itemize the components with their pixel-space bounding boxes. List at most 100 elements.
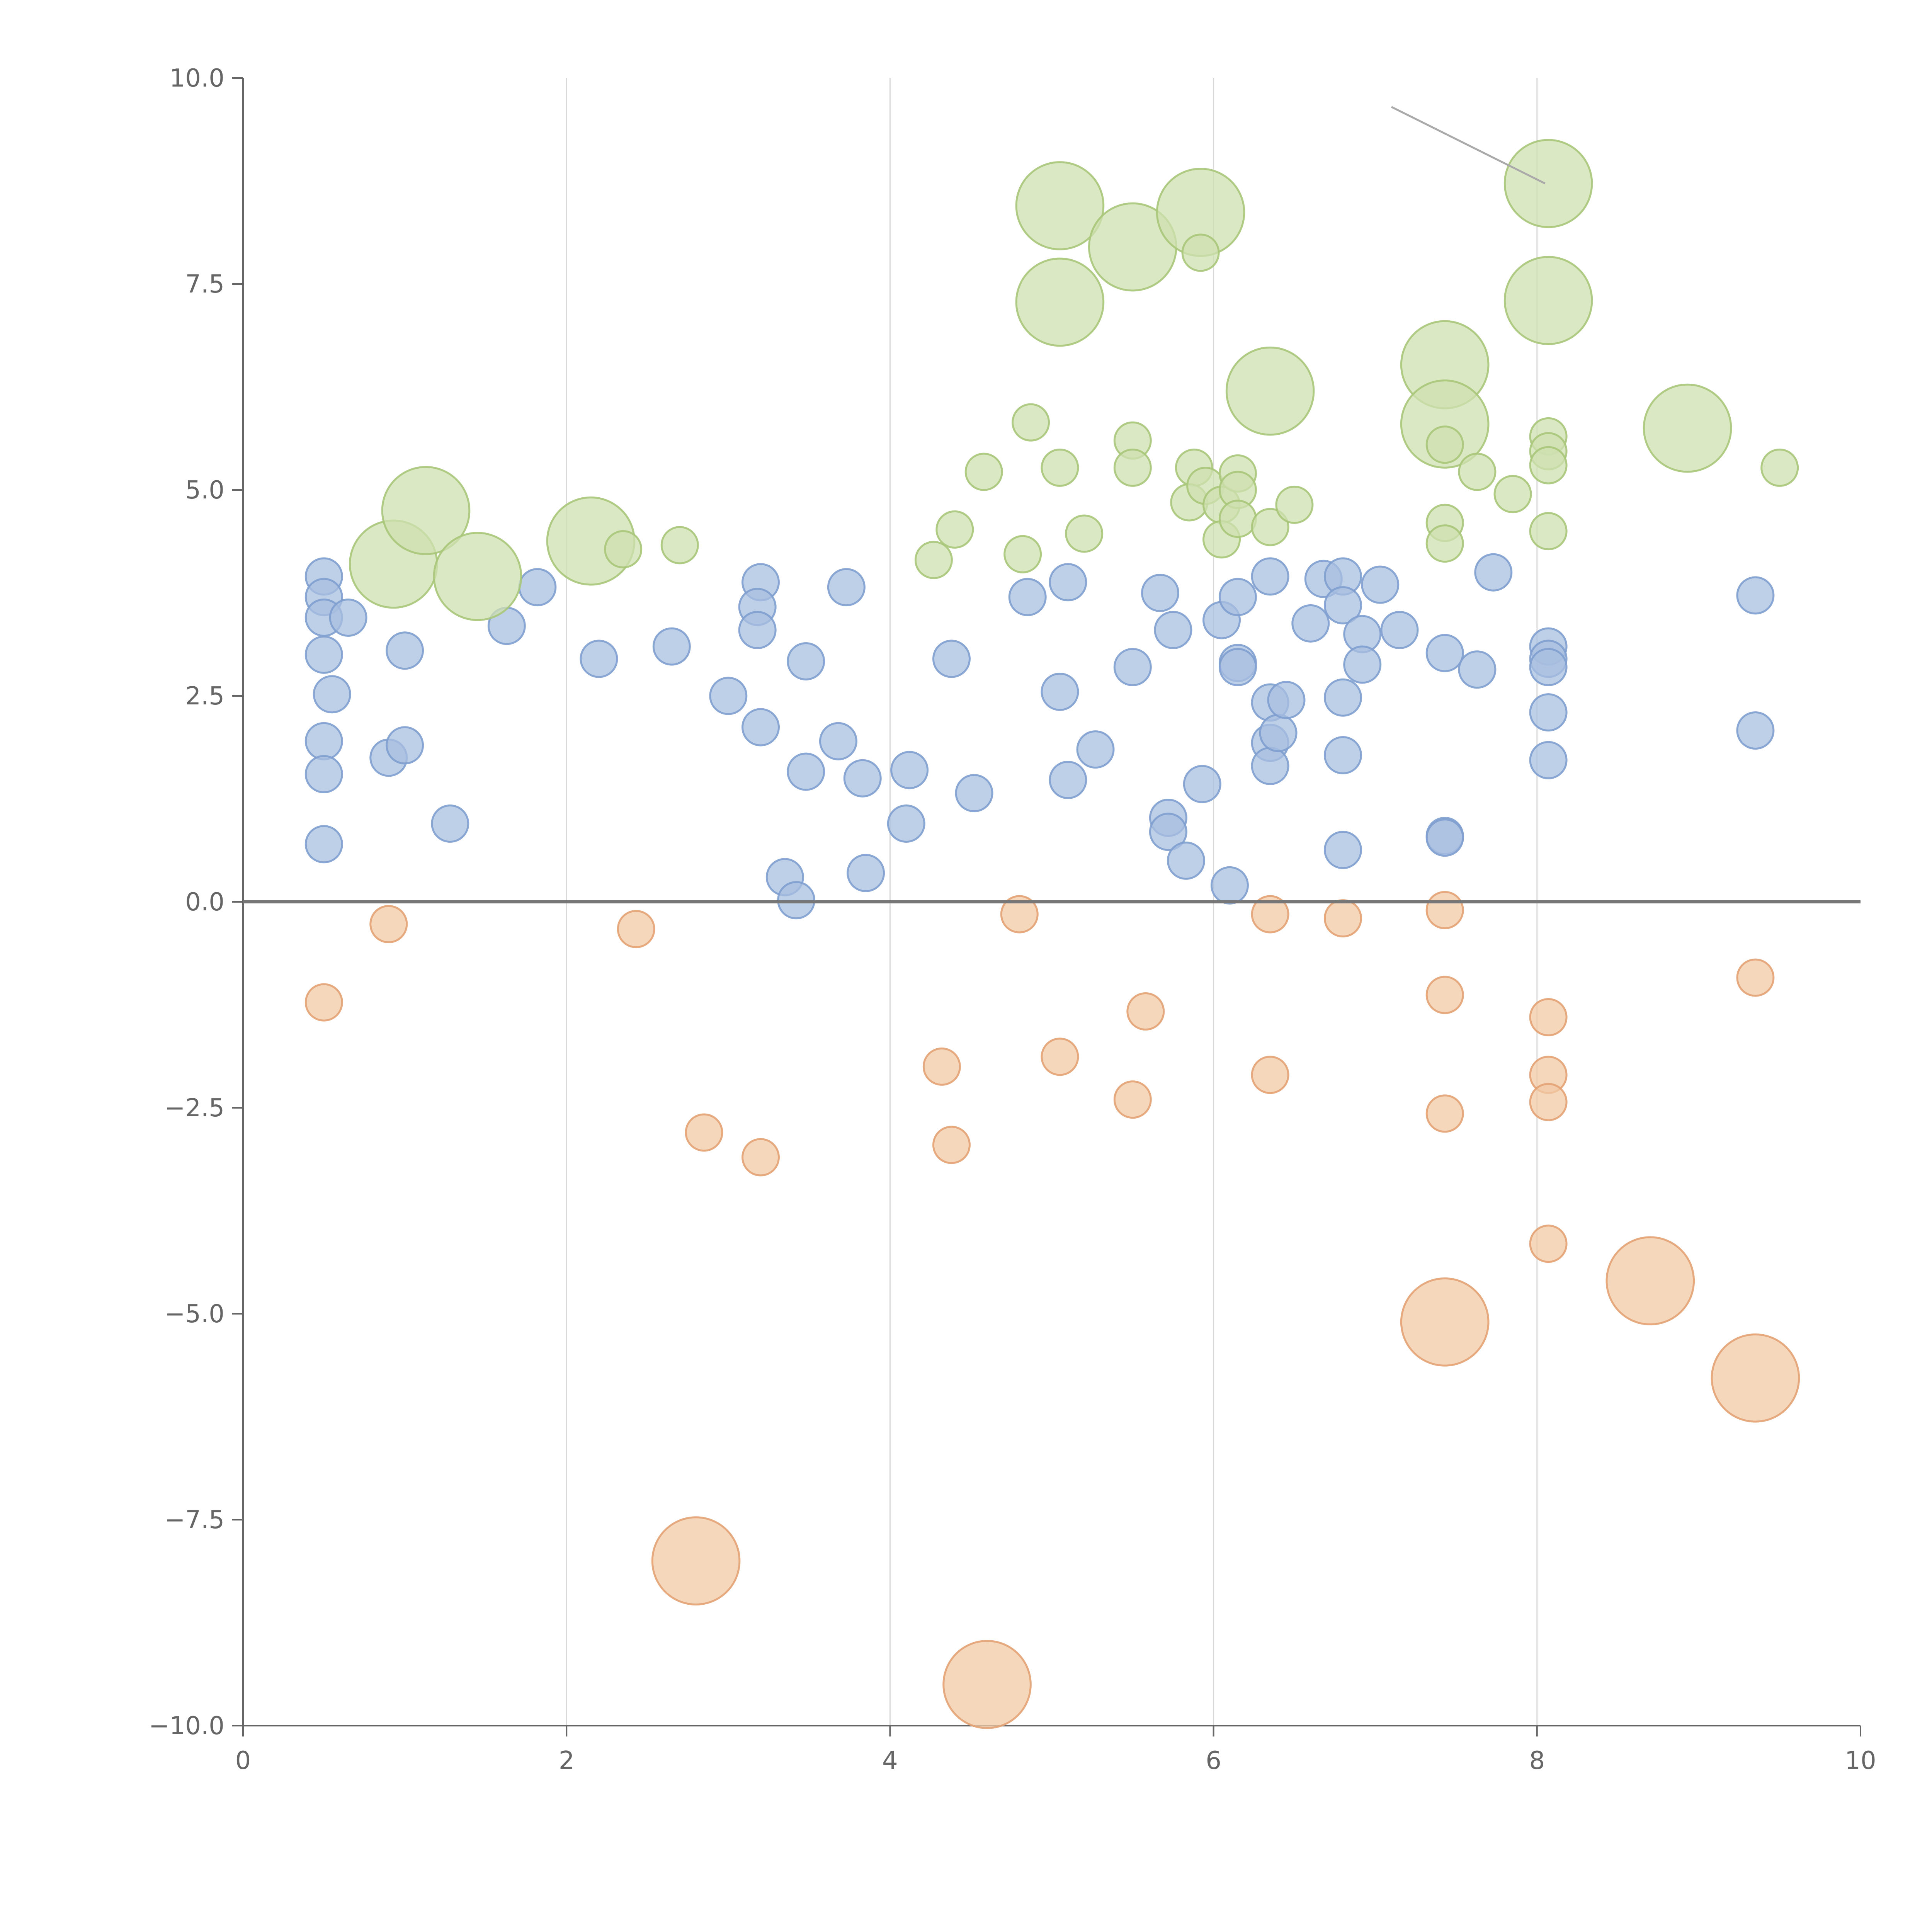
blue-bubble-29 xyxy=(847,854,885,892)
orange-bubble-11 xyxy=(1251,895,1289,934)
orange-bubble-19 xyxy=(1529,1083,1568,1121)
blue-bubble-77 xyxy=(1529,741,1568,779)
green-bubble-10 xyxy=(1012,403,1050,442)
orange-bubble-10 xyxy=(1126,992,1165,1031)
series-orange xyxy=(304,891,1800,1729)
x-tick-label-4: 8 xyxy=(1529,1747,1545,1775)
orange-bubble-15 xyxy=(1425,976,1464,1014)
blue-bubble-31 xyxy=(890,751,929,789)
series-green xyxy=(349,139,1799,621)
orange-bubble-26 xyxy=(1711,1333,1800,1423)
x-tick-label-1: 2 xyxy=(559,1747,575,1775)
blue-bubble-39 xyxy=(1113,648,1152,686)
green-bubble-28 xyxy=(1225,346,1315,436)
orange-bubble-22 xyxy=(651,1516,741,1605)
y-tick-label-4: 0.0 xyxy=(185,888,224,917)
tick-label-layer: 0 2 4 6 8 10 10.0 7.5 5.0 2.5 0.0 −2.5 −5.0 −7.5 −10.0 xyxy=(149,64,1876,1775)
orange-bubble-4 xyxy=(742,1138,780,1177)
y-tick-label-0: 10.0 xyxy=(170,64,225,93)
blue-bubble-8 xyxy=(304,825,343,864)
green-bubble-2 xyxy=(433,532,522,621)
x-tick-label-2: 4 xyxy=(882,1747,898,1775)
blue-bubble-79 xyxy=(1736,711,1775,750)
blue-bubble-28 xyxy=(843,759,882,798)
green-bubble-6 xyxy=(914,541,953,579)
green-bubble-39 xyxy=(1503,256,1593,345)
blue-bubble-7 xyxy=(304,755,343,794)
blue-bubble-30 xyxy=(887,804,925,843)
blue-bubble-66 xyxy=(1361,565,1400,604)
blue-bubble-65 xyxy=(1343,645,1382,684)
blue-bubble-12 xyxy=(431,804,469,843)
blue-bubble-49 xyxy=(1218,648,1257,686)
blue-bubble-21 xyxy=(742,708,780,747)
green-bubble-27 xyxy=(1218,500,1257,538)
x-tick-label-3: 6 xyxy=(1206,1747,1221,1775)
green-bubble-13 xyxy=(1041,448,1079,487)
orange-bubble-21 xyxy=(1736,958,1775,997)
blue-bubble-26 xyxy=(819,722,857,760)
green-bubble-30 xyxy=(1275,485,1314,524)
green-bubble-12 xyxy=(1015,257,1105,347)
blue-bubble-32 xyxy=(932,639,971,678)
blue-bubble-51 xyxy=(1251,557,1289,596)
green-bubble-9 xyxy=(1003,535,1042,573)
green-bubble-42 xyxy=(1529,446,1568,485)
blue-bubble-62 xyxy=(1323,736,1362,775)
orange-bubble-25 xyxy=(1605,1236,1695,1326)
blue-bubble-44 xyxy=(1167,841,1205,880)
marks-layer xyxy=(243,106,1861,1729)
blue-bubble-70 xyxy=(1425,818,1464,857)
orange-bubble-24 xyxy=(1400,1277,1490,1367)
blue-bubble-47 xyxy=(1218,578,1257,616)
blue-bubble-40 xyxy=(1141,574,1179,612)
blue-bubble-63 xyxy=(1323,831,1362,869)
annotation-leader-line-0 xyxy=(1391,106,1546,185)
blue-bubble-56 xyxy=(1267,681,1306,719)
y-tick-label-3: 2.5 xyxy=(185,682,224,711)
x-tick-label-0: 0 xyxy=(235,1747,251,1775)
y-tick-label-2: 5.0 xyxy=(185,476,224,505)
green-bubble-19 xyxy=(1181,233,1220,272)
orange-bubble-14 xyxy=(1425,891,1464,929)
green-bubble-29 xyxy=(1251,508,1289,546)
blue-bubble-57 xyxy=(1291,604,1330,643)
blue-bubble-43 xyxy=(1149,813,1187,851)
green-bubble-32 xyxy=(1400,379,1490,469)
blue-bubble-68 xyxy=(1425,634,1464,672)
green-bubble-33 xyxy=(1425,425,1464,464)
orange-bubble-23 xyxy=(942,1640,1032,1729)
green-bubble-7 xyxy=(935,510,974,549)
blue-bubble-3 xyxy=(329,598,367,637)
green-bubble-36 xyxy=(1458,452,1497,491)
green-bubble-8 xyxy=(964,452,1003,491)
blue-bubble-25 xyxy=(787,752,825,791)
blue-bubble-67 xyxy=(1380,611,1419,649)
orange-bubble-20 xyxy=(1529,1225,1568,1263)
green-bubble-11 xyxy=(1015,161,1105,250)
y-tick-label-6: −5.0 xyxy=(165,1300,224,1328)
blue-bubble-71 xyxy=(1458,650,1497,689)
blue-bubble-36 xyxy=(1049,563,1087,602)
orange-bubble-12 xyxy=(1251,1056,1289,1094)
blue-bubble-76 xyxy=(1529,693,1568,732)
blue-bubble-33 xyxy=(955,774,993,813)
orange-bubble-2 xyxy=(617,910,655,948)
blue-bubble-54 xyxy=(1251,747,1289,785)
blue-bubble-61 xyxy=(1323,678,1362,717)
green-bubble-17 xyxy=(1113,448,1152,487)
orange-bubble-8 xyxy=(1041,1037,1079,1076)
blue-bubble-75 xyxy=(1529,648,1568,686)
blue-bubble-15 xyxy=(580,639,618,678)
blue-bubble-10 xyxy=(386,726,424,765)
orange-bubble-13 xyxy=(1323,899,1362,938)
blue-bubble-34 xyxy=(1008,578,1047,616)
orange-bubble-6 xyxy=(932,1126,971,1164)
green-bubble-38 xyxy=(1503,139,1593,228)
blue-bubble-38 xyxy=(1076,730,1115,769)
green-bubble-44 xyxy=(1643,383,1732,473)
blue-bubble-45 xyxy=(1183,765,1221,803)
blue-bubble-60 xyxy=(1323,586,1362,624)
blue-bubble-55 xyxy=(1259,714,1298,752)
